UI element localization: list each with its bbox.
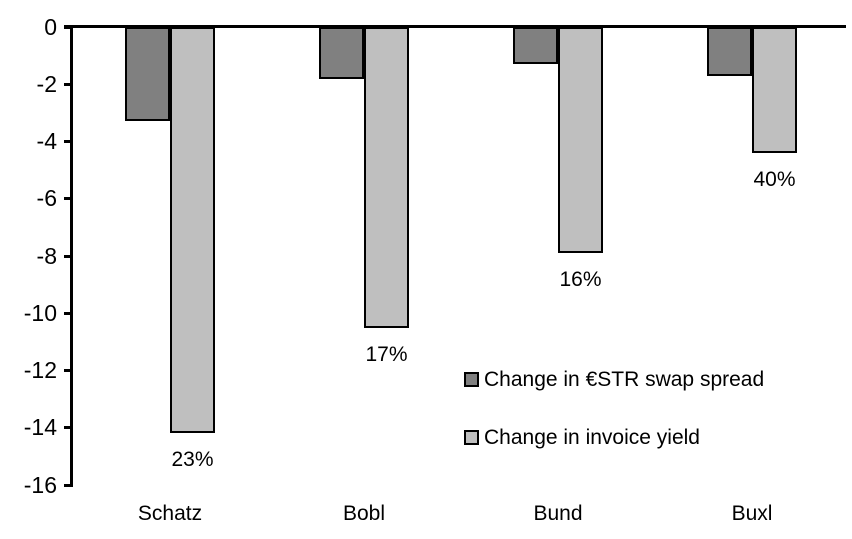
bar-change-in-invoice-yield-schatz	[170, 27, 215, 434]
bar-change-in-str-swap-spread-bobl	[319, 27, 364, 79]
y-tick-label: -12	[23, 357, 57, 383]
x-category-label-schatz: Schatz	[137, 502, 203, 525]
bar-value-label: 40%	[753, 167, 796, 191]
y-tick-label: 0	[44, 13, 57, 40]
y-tick	[64, 311, 73, 315]
legend-item-swap-spread: Change in €STR swap spread	[464, 366, 764, 392]
bar-change-in-str-swap-spread-buxl	[707, 27, 752, 76]
bar-change-in-invoice-yield-bobl	[364, 27, 409, 328]
y-tick	[64, 140, 73, 143]
x-category-label-buxl: Buxl	[731, 502, 773, 525]
y-tick-label: -8	[36, 242, 57, 269]
bar-change-in-str-swap-spread-bund	[513, 27, 558, 65]
y-tick-label: -2	[36, 70, 57, 97]
bar-change-in-invoice-yield-bund	[558, 27, 603, 254]
legend-swatch-swap-spread-icon	[464, 371, 479, 387]
y-tick-label: -16	[23, 471, 57, 498]
y-tick-label: -6	[36, 185, 57, 212]
x-category-label-bund: Bund	[533, 502, 583, 525]
x-category-label-bobl: Bobl	[342, 502, 386, 525]
y-tick	[64, 369, 73, 372]
y-tick-label: -14	[23, 414, 57, 441]
y-tick	[64, 25, 73, 29]
y-tick-label: -10	[23, 299, 57, 326]
y-tick	[64, 254, 73, 258]
legend-item-invoice-yield: Change in invoice yield	[464, 424, 764, 450]
bar-value-label: 23%	[171, 448, 214, 472]
y-tick-label: -4	[36, 128, 57, 154]
bar-change-in-str-swap-spread-schatz	[125, 27, 170, 122]
x-axis-zero-line	[64, 25, 846, 28]
y-tick	[64, 483, 73, 487]
legend-label-swap-spread: Change in €STR swap spread	[484, 367, 765, 391]
chart-legend: Change in €STR swap spread Change in inv…	[464, 366, 764, 450]
bar-value-label: 17%	[365, 342, 408, 366]
legend-label-invoice-yield: Change in invoice yield	[484, 425, 700, 449]
y-tick	[64, 197, 73, 201]
y-tick	[64, 82, 73, 86]
legend-swatch-invoice-yield-icon	[464, 429, 479, 445]
bar-value-label: 16%	[559, 268, 602, 292]
y-tick	[64, 426, 73, 430]
bar-change-in-invoice-yield-buxl	[752, 27, 797, 153]
